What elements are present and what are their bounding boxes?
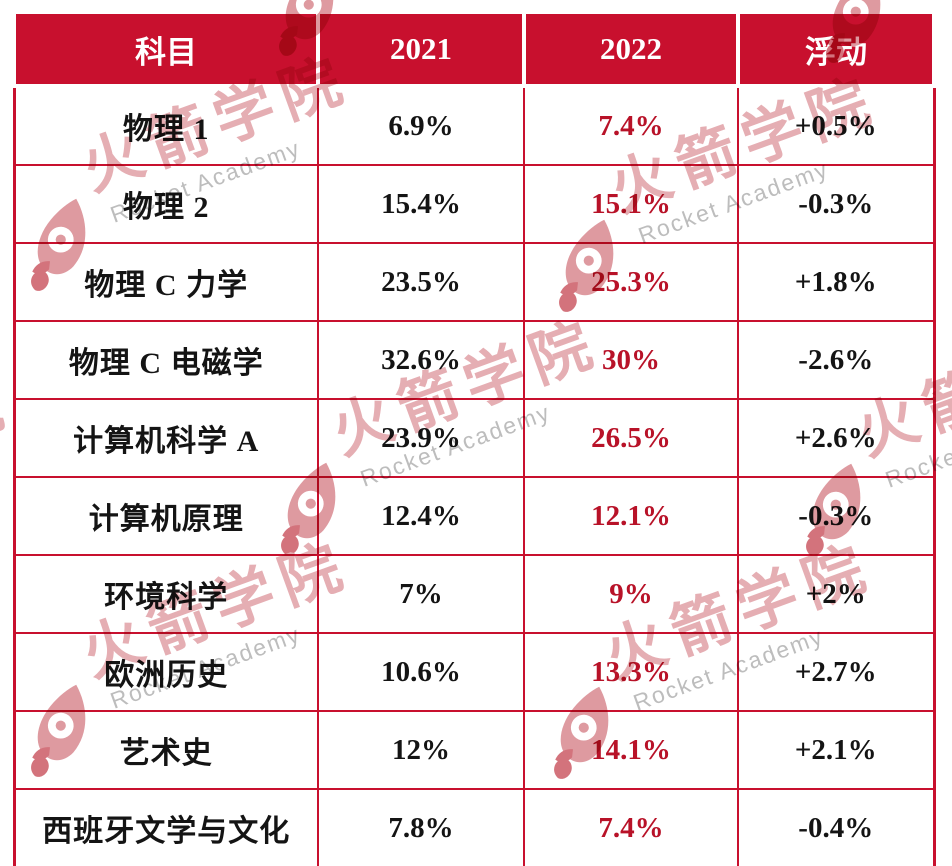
table-row: 计算机原理 12.4% 12.1% -0.3% xyxy=(13,476,935,556)
col-header-2021: 2021 xyxy=(316,10,526,88)
ap-score-table: 科目 2021 2022 浮动 物理 1 6.9% 7.4% +0.5% 物理 … xyxy=(12,10,936,866)
value-flux: +2.7% xyxy=(737,632,935,712)
value-flux: +0.5% xyxy=(737,85,935,166)
subject-cell: 西班牙文学与文化 xyxy=(13,788,319,866)
table-row: 环境科学 7% 9% +2% xyxy=(13,554,935,634)
value-2022: 12.1% xyxy=(523,476,739,556)
value-flux: +2.6% xyxy=(737,398,935,478)
value-flux: -2.6% xyxy=(737,320,935,400)
value-flux: -0.3% xyxy=(737,476,935,556)
col-header-flux: 浮动 xyxy=(736,10,936,88)
subject-cell: 欧洲历史 xyxy=(13,632,319,712)
table-row: 物理 1 6.9% 7.4% +0.5% xyxy=(13,85,935,166)
col-header-subject: 科目 xyxy=(12,10,320,88)
col-header-2022: 2022 xyxy=(522,10,740,88)
value-2022: 14.1% xyxy=(523,710,739,790)
subject-cell: 艺术史 xyxy=(13,710,319,790)
table-row: 计算机科学 A 23.9% 26.5% +2.6% xyxy=(13,398,935,478)
value-flux: -0.3% xyxy=(737,164,935,244)
value-2021: 15.4% xyxy=(317,164,525,244)
value-2022: 7.4% xyxy=(523,788,739,866)
value-flux: +2% xyxy=(737,554,935,634)
value-2021: 23.9% xyxy=(317,398,525,478)
header-row: 科目 2021 2022 浮动 xyxy=(12,10,936,88)
watermark-en-text: Rocket Academy xyxy=(892,0,952,4)
value-2021: 10.6% xyxy=(317,632,525,712)
subject-cell: 环境科学 xyxy=(13,554,319,634)
table-row: 物理 C 力学 23.5% 25.3% +1.8% xyxy=(13,242,935,322)
table-row: 欧洲历史 10.6% 13.3% +2.7% xyxy=(13,632,935,712)
value-2021: 32.6% xyxy=(317,320,525,400)
value-2022: 15.1% xyxy=(523,164,739,244)
value-flux: -0.4% xyxy=(737,788,935,866)
value-flux: +1.8% xyxy=(737,242,935,322)
subject-cell: 物理 C 力学 xyxy=(13,242,319,322)
value-2022: 26.5% xyxy=(523,398,739,478)
value-2021: 7% xyxy=(317,554,525,634)
value-2021: 23.5% xyxy=(317,242,525,322)
subject-cell: 物理 2 xyxy=(13,164,319,244)
subject-cell: 计算机科学 A xyxy=(13,398,319,478)
value-2021: 7.8% xyxy=(317,788,525,866)
value-2022: 9% xyxy=(523,554,739,634)
table-row: 物理 2 15.4% 15.1% -0.3% xyxy=(13,164,935,244)
table-row: 西班牙文学与文化 7.8% 7.4% -0.4% xyxy=(13,788,935,866)
subject-cell: 物理 C 电磁学 xyxy=(13,320,319,400)
table-row: 物理 C 电磁学 32.6% 30% -2.6% xyxy=(13,320,935,400)
value-2022: 30% xyxy=(523,320,739,400)
value-2021: 12% xyxy=(317,710,525,790)
value-2021: 12.4% xyxy=(317,476,525,556)
subject-cell: 计算机原理 xyxy=(13,476,319,556)
value-2022: 13.3% xyxy=(523,632,739,712)
value-flux: +2.1% xyxy=(737,710,935,790)
value-2022: 25.3% xyxy=(523,242,739,322)
value-2022: 7.4% xyxy=(523,85,739,166)
subject-cell: 物理 1 xyxy=(13,85,319,166)
value-2021: 6.9% xyxy=(317,85,525,166)
table-row: 艺术史 12% 14.1% +2.1% xyxy=(13,710,935,790)
